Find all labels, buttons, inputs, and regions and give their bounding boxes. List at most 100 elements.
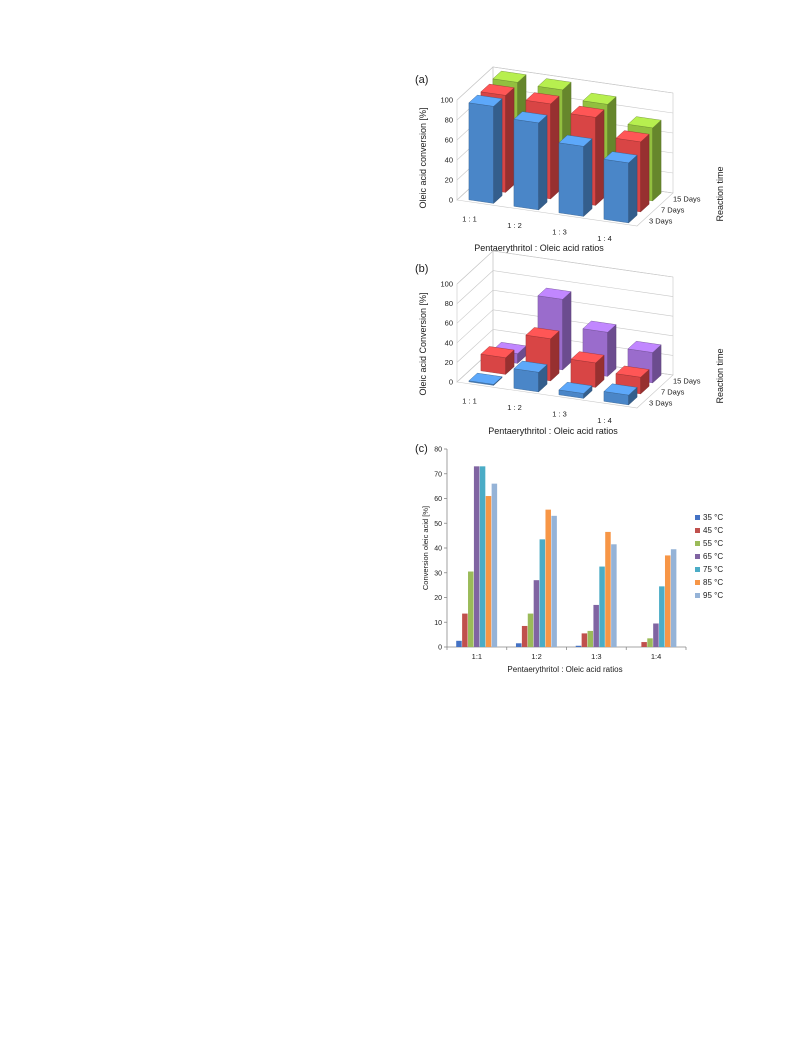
y-tick-label: 0 xyxy=(449,378,453,387)
x-tick-label: 1 : 1 xyxy=(462,214,477,223)
bar xyxy=(479,466,486,647)
bar-top-face xyxy=(492,70,527,83)
y-tick-label: 20 xyxy=(445,176,453,185)
bar xyxy=(551,515,557,647)
bar xyxy=(468,571,474,647)
bar xyxy=(641,642,647,647)
chart-c-xlabel: Pentaerythritol : Oleic acid ratios xyxy=(507,665,622,674)
bar-top-face xyxy=(525,92,560,105)
legend-label: 35 °C xyxy=(703,513,723,522)
x-tick-label: 1:4 xyxy=(651,652,661,661)
y-tick-label: 80 xyxy=(445,116,453,125)
depth-tick-label: 15 Days xyxy=(673,195,701,204)
depth-tick-label: 3 Days xyxy=(649,217,673,226)
chart-b-ylabel: Oleic acid Conversion [%] xyxy=(418,292,428,395)
chart-a-bars xyxy=(468,70,662,224)
panel-label-b: (b) xyxy=(415,263,428,275)
chart-a-ylabel: Oleic acid conversion [%] xyxy=(418,107,428,208)
bar xyxy=(513,111,548,211)
bar xyxy=(533,580,540,647)
bar-front-face xyxy=(468,102,494,204)
legend-item: 65 °C xyxy=(695,552,723,561)
depth-tick-label: 3 Days xyxy=(649,399,673,408)
bar xyxy=(570,351,605,388)
y-tick-label: 60 xyxy=(445,319,453,328)
chart-a-xlabel: Pentaerythritol : Oleic acid ratios xyxy=(474,243,604,253)
legend-swatch xyxy=(695,515,700,520)
gridline xyxy=(456,289,674,324)
chart-c-ticks: 0 10 20 30 40 50 60 70 80 1:1 1:2 1:3 1:4 xyxy=(434,447,661,662)
chart-b-depth-label: Reaction time xyxy=(715,348,725,403)
gridline xyxy=(456,66,674,101)
chart-c-ylabel: Conversion oleic acid [%] xyxy=(421,506,430,590)
bar-top-face xyxy=(537,287,572,300)
bar-top-face xyxy=(582,320,617,333)
bar-top-face xyxy=(525,327,560,339)
x-tick-label: 1 : 4 xyxy=(597,416,612,425)
bar xyxy=(653,623,659,647)
bar xyxy=(670,549,677,647)
bar xyxy=(473,466,480,647)
bar-top-face xyxy=(513,360,548,373)
bar-front-face xyxy=(558,142,584,217)
bar-top-face xyxy=(570,105,605,118)
legend-label: 75 °C xyxy=(703,565,723,574)
y-tick-label: 0 xyxy=(449,196,453,205)
x-tick-label: 1 : 4 xyxy=(597,234,612,243)
bar-side-face xyxy=(652,119,662,202)
bar xyxy=(521,625,528,647)
bar xyxy=(605,531,611,647)
legend-swatch xyxy=(695,580,700,585)
bar-top-face xyxy=(615,365,650,378)
bar-top-face xyxy=(480,346,515,358)
chart-a-ticks: 0 20 40 60 80 100 1 : 1 1 : 2 1 : 3 1 : 4 3 Days 7 … xyxy=(440,96,700,243)
bar-top-face xyxy=(615,130,650,143)
bar-top-face xyxy=(537,78,572,91)
bar-side-face xyxy=(550,95,560,200)
bar-top-face xyxy=(480,83,515,96)
bar xyxy=(480,346,515,375)
bar xyxy=(575,645,582,647)
y-tick-label: 0 xyxy=(438,645,442,652)
bar xyxy=(664,555,671,647)
bar-side-face xyxy=(505,87,515,193)
bar xyxy=(647,638,653,647)
y-tick-label: 80 xyxy=(445,299,453,308)
bar-top-face xyxy=(468,372,503,385)
legend-item: 45 °C xyxy=(695,526,723,535)
bar xyxy=(527,613,534,647)
legend-item: 75 °C xyxy=(695,565,723,574)
bar xyxy=(545,509,551,647)
legend-label: 85 °C xyxy=(703,578,723,587)
chart-c-legend: 35 °C 45 °C 55 °C 65 °C 75 °C 85 °C 95 °C xyxy=(695,513,723,600)
bar-front-face xyxy=(603,159,629,224)
y-tick-label: 70 xyxy=(434,471,442,478)
chart-b-bars xyxy=(468,287,662,406)
legend-item: 55 °C xyxy=(695,539,723,548)
y-tick-label: 40 xyxy=(445,156,453,165)
x-tick-label: 1 : 2 xyxy=(507,221,522,230)
legend-swatch xyxy=(695,567,700,572)
depth-tick-label: 15 Days xyxy=(673,377,701,386)
bar-side-face xyxy=(550,330,560,382)
y-tick-label: 10 xyxy=(434,620,442,627)
y-tick-label: 60 xyxy=(445,136,453,145)
chart-panel-b: (b) 0 20 40 60 80 100 1 : 1 1 : 2 1 : 3 1 : 4 3 Da… xyxy=(405,250,735,438)
bar-top-face xyxy=(603,383,638,396)
gridline xyxy=(456,250,674,285)
legend-swatch xyxy=(695,593,700,598)
y-tick-label: 40 xyxy=(434,546,442,553)
bar-side-face xyxy=(562,291,572,371)
y-tick-label: 40 xyxy=(445,338,453,347)
legend-swatch xyxy=(695,528,700,533)
bar xyxy=(599,566,605,647)
bar-side-face xyxy=(583,138,593,217)
y-tick-label: 60 xyxy=(434,496,442,503)
bar-top-face xyxy=(558,381,593,394)
x-tick-label: 1:1 xyxy=(472,652,482,661)
legend-swatch xyxy=(695,554,700,559)
bar-side-face xyxy=(607,324,617,377)
bar xyxy=(659,586,665,647)
y-tick-label: 80 xyxy=(434,447,442,454)
x-tick-label: 1 : 2 xyxy=(507,403,522,412)
